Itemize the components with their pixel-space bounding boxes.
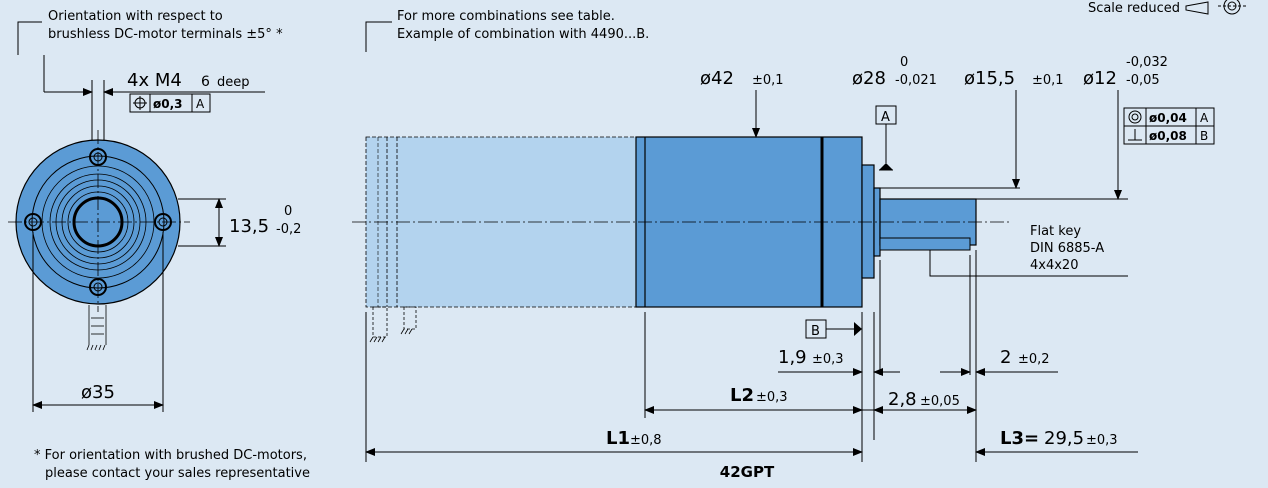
- diameter-42-label: ø42: [700, 68, 734, 89]
- height-tol-lower: -0,2: [276, 222, 301, 237]
- concentricity-ref: A: [1200, 111, 1209, 125]
- height-dimension-value: 13,5: [229, 216, 269, 237]
- dim-1-9-tol: ±0,3: [812, 352, 844, 367]
- diameter-35-label: ø35: [81, 382, 115, 403]
- scale-note: Scale reduced: [1088, 0, 1246, 16]
- thread-depth-value: 6: [201, 74, 210, 90]
- datum-a-letter: A: [881, 110, 890, 125]
- diameter-28-tol-lower: -0,021: [895, 73, 937, 88]
- diameter-28-label: ø28: [852, 68, 886, 89]
- terminal-wires-icon: [86, 305, 107, 351]
- thread-depth-word: deep: [217, 75, 250, 90]
- datum-a-marker: A: [875, 105, 897, 171]
- dim-2-8-value: 2,8: [888, 389, 917, 410]
- dim-2-value: 2: [1000, 347, 1011, 368]
- l2-tol: ±0,3: [756, 390, 788, 405]
- projection-symbol-icon: [1185, 0, 1246, 15]
- end-view: 4x M4 6 deep ø0,3 A: [8, 55, 301, 412]
- concentricity-frame: ø0,04 A: [1123, 107, 1215, 127]
- orientation-note: Orientation with respect to brushless DC…: [17, 9, 283, 55]
- l1-label: L1: [606, 428, 630, 449]
- flange-step: [861, 164, 875, 279]
- model-label: 42GPT: [720, 463, 775, 481]
- scale-note-text: Scale reduced: [1088, 1, 1180, 16]
- footnote-line1: * For orientation with brushed DC-motors…: [34, 448, 307, 463]
- position-tolerance-value: ø0,3: [153, 97, 183, 111]
- datum-b-letter: B: [811, 324, 820, 339]
- l3-tol: ±0,3: [1086, 433, 1118, 448]
- perpendicularity-symbol-icon: [1128, 129, 1142, 141]
- flat-key-note: Flat key DIN 6885-A 4x4x20: [929, 224, 1128, 277]
- datum-b-marker: B: [805, 319, 862, 339]
- footnote: * For orientation with brushed DC-motors…: [34, 448, 310, 481]
- perpendicularity-ref: B: [1200, 129, 1208, 143]
- diameter-15-label: ø15,5: [964, 68, 1015, 89]
- combination-note-line1: For more combinations see table.: [397, 9, 615, 24]
- diameter-12-label: ø12: [1083, 68, 1117, 89]
- side-view: ø42 ±0,1 ø28 0 -0,021 ø15,5 ±0,1 ø12 -0,…: [352, 55, 1215, 481]
- flat-key-line2: DIN 6885-A: [1030, 241, 1104, 256]
- orientation-note-line2: brushless DC-motor terminals ±5° *: [48, 27, 283, 42]
- l3-value: 29,5: [1044, 428, 1084, 449]
- diameter-12-tol-lower: -0,05: [1126, 73, 1160, 88]
- dim-2-8-tol: ±0,05: [920, 394, 960, 409]
- position-datum-ref: A: [196, 97, 205, 111]
- flat-key: [879, 237, 971, 251]
- combination-leader: [365, 21, 392, 52]
- dim-2-tol: ±0,2: [1018, 352, 1050, 367]
- diameter-42-tol: ±0,1: [752, 73, 784, 88]
- concentricity-value: ø0,04: [1149, 111, 1187, 125]
- diameter-12-tol-upper: -0,032: [1126, 55, 1168, 70]
- orientation-leader: [17, 21, 42, 55]
- flat-key-line1: Flat key: [1030, 224, 1081, 239]
- orientation-note-line1: Orientation with respect to: [48, 9, 223, 24]
- l1-tol: ±0,8: [630, 433, 662, 448]
- height-tol-upper: 0: [284, 204, 292, 219]
- flat-key-line3: 4x4x20: [1030, 258, 1078, 273]
- diameter-15-tol: ±0,1: [1032, 73, 1064, 88]
- l3-label: L3=: [1000, 428, 1039, 449]
- combination-note: For more combinations see table. Example…: [365, 9, 649, 52]
- perpendicularity-frame: ø0,08 B: [1123, 125, 1215, 145]
- motor-terminals-icon: [369, 306, 417, 343]
- diameter-28-tol-upper: 0: [900, 55, 908, 70]
- l2-label: L2: [730, 385, 754, 406]
- position-symbol-icon: [133, 96, 147, 110]
- combination-note-line2: Example of combination with 4490...B.: [397, 27, 649, 42]
- position-tolerance-frame: ø0,3 A: [129, 93, 211, 113]
- footnote-line2: please contact your sales representative: [45, 466, 310, 481]
- concentricity-symbol-icon: [1128, 110, 1142, 124]
- thread-callout: 4x M4: [127, 70, 182, 91]
- perpendicularity-value: ø0,08: [1149, 129, 1187, 143]
- dim-1-9-value: 1,9: [778, 347, 807, 368]
